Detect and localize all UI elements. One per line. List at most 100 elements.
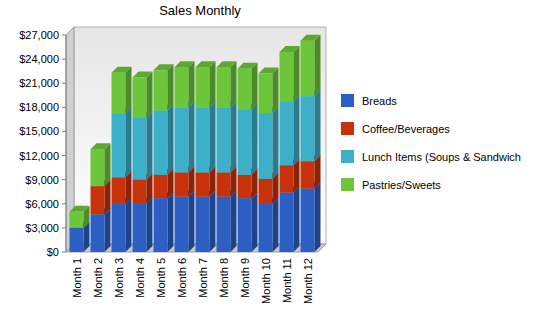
- bar-segment: [175, 197, 189, 252]
- bar-segment: [133, 204, 147, 252]
- bar-segment: [238, 110, 252, 175]
- bar-side: [273, 107, 279, 179]
- bar-side: [147, 72, 153, 118]
- bar-segment: [91, 149, 105, 186]
- bar-side: [189, 191, 195, 252]
- bar-segment: [175, 67, 189, 107]
- bar-side: [294, 187, 300, 252]
- bar-top: [301, 35, 321, 41]
- y-tick-label: $15,000: [19, 125, 59, 137]
- x-tick-label: Month 9: [239, 258, 251, 298]
- bar-side: [147, 112, 153, 180]
- y-tick-label: $21,000: [19, 77, 59, 89]
- x-tick-label: Month 2: [92, 258, 104, 298]
- bar-side: [273, 68, 279, 113]
- bar-segment: [133, 180, 147, 204]
- bar-side: [105, 143, 111, 186]
- y-tick: [62, 227, 66, 228]
- bar-segment: [217, 197, 231, 252]
- y-tick-label: $24,000: [19, 53, 59, 65]
- bar-segment: [217, 67, 231, 107]
- bar-segment: [238, 69, 252, 110]
- y-tick: [62, 107, 66, 108]
- bar-segment: [259, 204, 273, 252]
- x-tick-label: Month 12: [302, 258, 314, 304]
- bar-segment: [112, 177, 126, 204]
- bar-top: [196, 61, 216, 67]
- bar-segment: [112, 73, 126, 114]
- bar-segment: [154, 198, 168, 252]
- bar-top: [154, 64, 174, 70]
- bar-side: [252, 192, 258, 252]
- x-tick-label: Month 8: [218, 258, 230, 298]
- bar-top: [175, 61, 195, 67]
- bar-top: [280, 46, 300, 52]
- bar-segment: [280, 52, 294, 102]
- bar-segment: [301, 161, 315, 188]
- legend-swatch: [341, 150, 354, 163]
- bar-side: [294, 46, 300, 102]
- x-tick-label: Month 3: [113, 258, 125, 298]
- y-tick-label: $18,000: [19, 101, 59, 113]
- bar-segment: [133, 118, 147, 180]
- bar-side: [105, 180, 111, 214]
- bar-segment: [259, 74, 273, 113]
- bar-segment: [280, 193, 294, 252]
- bar-segment: [301, 41, 315, 96]
- bar-segment: [301, 189, 315, 252]
- bar-side: [231, 61, 237, 107]
- bar-segment: [154, 111, 168, 175]
- y-tick: [62, 203, 66, 204]
- bar-segment: [133, 78, 147, 118]
- bar-segment: [196, 172, 210, 196]
- y-tick: [62, 252, 66, 253]
- bar-segment: [154, 175, 168, 198]
- bar-segment: [112, 204, 126, 252]
- bar-side: [210, 191, 216, 252]
- bar-segment: [217, 172, 231, 196]
- bar-segment: [301, 96, 315, 161]
- bar-side: [168, 192, 174, 252]
- bar-top: [133, 72, 153, 78]
- bar-segment: [238, 198, 252, 252]
- bar-side: [252, 104, 258, 175]
- bar-segment: [196, 67, 210, 107]
- bar-segment: [259, 179, 273, 204]
- legend-label: Coffee/Beverages: [362, 123, 450, 135]
- bar-side: [210, 101, 216, 172]
- bar-side: [126, 108, 132, 177]
- y-tick-label: $0: [47, 246, 59, 258]
- bar-side: [315, 183, 321, 252]
- y-tick-label: $6,000: [25, 198, 59, 210]
- bar-segment: [112, 114, 126, 177]
- x-tick-label: Month 10: [260, 258, 272, 304]
- bar-segment: [70, 228, 84, 252]
- bar-side: [231, 191, 237, 252]
- y-tick-label: $12,000: [19, 150, 59, 162]
- bar-segment: [217, 107, 231, 172]
- legend-swatch: [341, 178, 354, 191]
- legend-label: Lunch Items (Soups & Sandwich: [362, 151, 521, 163]
- x-tick-label: Month 5: [155, 258, 167, 298]
- chart: Sales Monthly$0$3,000$6,000$9,000$12,000…: [0, 0, 550, 318]
- bar-side: [189, 61, 195, 107]
- bar-segment: [154, 70, 168, 110]
- bar-side: [105, 208, 111, 252]
- y-tick: [62, 155, 66, 156]
- bar-segment: [280, 165, 294, 192]
- bar-segment: [280, 102, 294, 165]
- legend-swatch: [341, 94, 354, 107]
- bar-side: [189, 101, 195, 172]
- y-tick: [62, 59, 66, 60]
- bar-side: [168, 64, 174, 110]
- bar-side: [126, 67, 132, 114]
- y-tick: [62, 83, 66, 84]
- x-tick-label: Month 11: [281, 258, 293, 303]
- y-tick-label: $27,000: [19, 29, 59, 41]
- bar-segment: [91, 214, 105, 252]
- bar-top: [112, 67, 132, 73]
- x-tick-label: Month 4: [134, 258, 146, 298]
- legend-label: Breads: [362, 95, 397, 107]
- bar-top: [259, 68, 279, 74]
- x-tick-label: Month 7: [197, 258, 209, 298]
